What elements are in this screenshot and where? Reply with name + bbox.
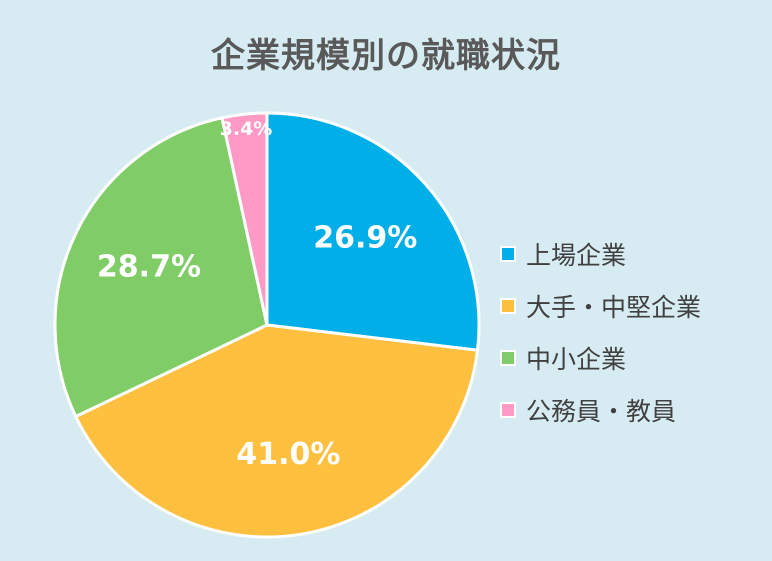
slice-label-4: 3.4% — [220, 118, 273, 140]
legend-label-1: 上場企業 — [526, 241, 627, 270]
chart-title: 企業規模別の就職状況 — [211, 36, 561, 76]
slice-label-2: 41.0% — [236, 437, 340, 472]
legend-swatch-1 — [500, 246, 516, 262]
legend-item-1: 上場企業 — [500, 228, 701, 280]
legend: 上場企業大手・中堅企業 中小企業公務員・教員 — [500, 228, 701, 436]
pie-slice-1 — [265, 111, 481, 352]
pie-slice-3 — [53, 116, 269, 418]
legend-swatch-4 — [500, 402, 516, 418]
legend-item-4: 公務員・教員 — [500, 384, 701, 436]
slice-label-3: 28.7% — [97, 250, 201, 285]
legend-item-2: 大手・中堅企業 — [500, 280, 701, 332]
pie-slice-4 — [220, 111, 269, 327]
legend-label-2: 大手・中堅企業 — [526, 293, 702, 322]
legend-label-4: 公務員・教員 — [526, 397, 677, 426]
legend-swatch-3 — [500, 350, 516, 366]
legend-swatch-2 — [500, 298, 516, 314]
legend-item-3: 中小企業 — [500, 332, 701, 384]
pie-slice-2 — [74, 323, 479, 539]
slice-label-1: 26.9% — [313, 220, 417, 255]
legend-label-3: 中小企業 — [526, 345, 627, 374]
